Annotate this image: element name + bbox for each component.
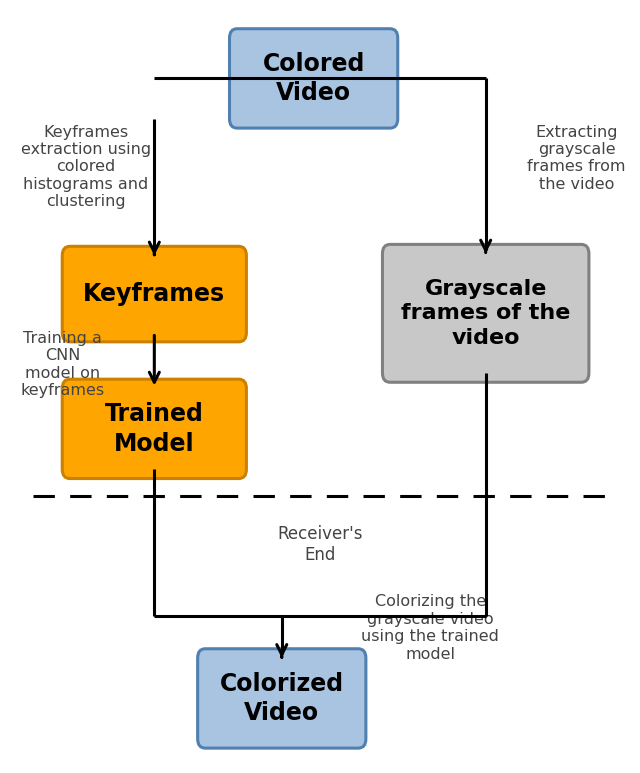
Text: Extracting
grayscale
frames from
the video: Extracting grayscale frames from the vid… [527,124,626,192]
Text: Colorizing the
grayscale video
using the trained
model: Colorizing the grayscale video using the… [362,594,499,662]
Text: Keyframes
extraction using
colored
histograms and
clustering: Keyframes extraction using colored histo… [20,124,150,209]
FancyBboxPatch shape [198,649,366,748]
Text: Receiver's
End: Receiver's End [277,525,363,564]
FancyBboxPatch shape [62,380,246,478]
Text: Keyframes: Keyframes [83,282,225,306]
Text: Training a
CNN
model on
keyframes: Training a CNN model on keyframes [20,331,104,398]
Text: Trained
Model: Trained Model [105,402,204,456]
Text: Colored
Video: Colored Video [262,52,365,105]
FancyBboxPatch shape [62,247,246,342]
FancyBboxPatch shape [230,29,397,128]
Text: Colorized
Video: Colorized Video [220,672,344,725]
FancyBboxPatch shape [383,244,589,383]
Text: Grayscale
frames of the
video: Grayscale frames of the video [401,278,570,348]
